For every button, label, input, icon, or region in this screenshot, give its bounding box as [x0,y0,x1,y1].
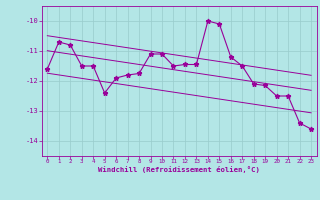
X-axis label: Windchill (Refroidissement éolien,°C): Windchill (Refroidissement éolien,°C) [98,166,260,173]
